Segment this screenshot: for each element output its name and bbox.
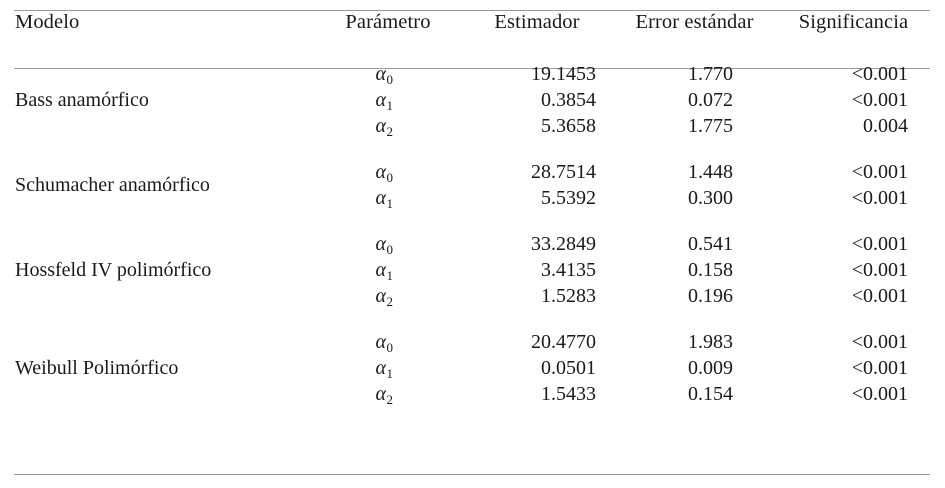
parameter-cell: α1	[314, 88, 462, 114]
table-row: Bass anamórfico α0 19.1453 1.770 <0.001	[14, 62, 930, 112]
estimador-cell: 19.1453	[531, 63, 596, 86]
estimador-cell: 5.5392	[541, 187, 596, 210]
estimador-cell: 0.3854	[541, 89, 596, 112]
table-row: α2 5.3658 1.775 0.004	[14, 114, 930, 140]
estimador-cell: 28.7514	[531, 161, 596, 184]
error-estandar-cell: 1.770	[688, 63, 733, 86]
alpha-symbol: α0	[375, 62, 394, 87]
parameter-cell: α2	[314, 382, 462, 408]
significancia-cell: <0.001	[851, 63, 908, 86]
significancia-cell: <0.001	[851, 331, 908, 354]
alpha-subscript: 1	[386, 195, 394, 211]
alpha-symbol: α2	[375, 382, 394, 407]
table-row: α2 1.5283 0.196 <0.001	[14, 284, 930, 310]
error-estandar-cell: 1.775	[688, 115, 733, 138]
table-row: α1 5.5392 0.300 <0.001	[14, 186, 930, 212]
model-parameters-table: Modelo Parámetro Estimador Error estánda…	[14, 10, 930, 408]
alpha-symbol: α1	[375, 356, 394, 381]
estimador-cell: 0.0501	[541, 357, 596, 380]
parameter-cell: α1	[314, 258, 462, 284]
estimador-cell: 5.3658	[541, 115, 596, 138]
estimador-cell: 1.5283	[541, 285, 596, 308]
alpha-symbol: α1	[375, 186, 394, 211]
group-spacer-row	[14, 45, 930, 62]
significancia-cell: <0.001	[851, 233, 908, 256]
estimador-cell: 1.5433	[541, 383, 596, 406]
significancia-cell: <0.001	[851, 161, 908, 184]
estimador-cell: 33.2849	[531, 233, 596, 256]
column-header-error-estandar: Error estándar	[635, 11, 754, 33]
table-row: Schumacher anamórfico α0 28.7514 1.448 <0.00…	[14, 160, 930, 197]
alpha-symbol: α2	[375, 114, 394, 139]
alpha-subscript: 1	[386, 365, 394, 381]
significancia-cell: <0.001	[851, 89, 908, 112]
parameter-cell: α2	[314, 284, 462, 310]
alpha-symbol: α0	[375, 330, 394, 355]
table-row: Weibull Polimórfico α0 20.4770 1.983 <0.001	[14, 330, 930, 380]
model-name-cell: Bass anamórfico	[15, 89, 149, 112]
column-header-parametro: Parámetro	[345, 11, 431, 33]
alpha-subscript: 2	[386, 123, 394, 139]
table-row: α2 1.5433 0.154 <0.001	[14, 382, 930, 408]
column-header-significancia: Significancia	[798, 11, 909, 33]
alpha-subscript: 0	[386, 71, 394, 87]
significancia-cell: <0.001	[851, 259, 908, 282]
estimador-cell: 3.4135	[541, 259, 596, 282]
table-header-row: Modelo Parámetro Estimador Error estánda…	[14, 10, 930, 45]
table-body: Bass anamórfico α0 19.1453 1.770 <0.001 α1 0.3…	[14, 45, 930, 408]
alpha-subscript: 0	[386, 241, 394, 257]
table-top-rule	[14, 10, 930, 11]
error-estandar-cell: 0.158	[688, 259, 733, 282]
parameter-cell: α1	[314, 356, 462, 382]
table-header: Modelo Parámetro Estimador Error estánda…	[14, 10, 930, 45]
error-estandar-cell: 0.072	[688, 89, 733, 112]
alpha-symbol: α1	[375, 258, 394, 283]
parameter-cell: α0	[314, 62, 462, 88]
table-header-rule	[14, 68, 930, 69]
error-estandar-cell: 0.541	[688, 233, 733, 256]
column-header-estimador: Estimador	[494, 11, 580, 33]
parameter-cell: α0	[314, 232, 462, 258]
alpha-subscript: 2	[386, 391, 394, 407]
table-bottom-rule	[14, 474, 930, 475]
parameter-cell: α0	[314, 160, 462, 186]
parameter-cell: α0	[314, 330, 462, 356]
group-spacer-row	[14, 310, 930, 330]
model-name-cell: Schumacher anamórfico	[15, 174, 210, 197]
column-header-modelo: Modelo	[15, 11, 80, 33]
significancia-cell: <0.001	[851, 357, 908, 380]
alpha-subscript: 1	[386, 97, 394, 113]
estimador-cell: 20.4770	[531, 331, 596, 354]
significancia-cell: 0.004	[863, 115, 908, 138]
table-row: α1 3.4135 0.158 <0.001	[14, 258, 930, 284]
parameter-cell: α1	[314, 186, 462, 212]
alpha-subscript: 0	[386, 169, 394, 185]
error-estandar-cell: 1.448	[688, 161, 733, 184]
table-row: α1 0.3854 0.072 <0.001	[14, 88, 930, 114]
alpha-subscript: 0	[386, 339, 394, 355]
alpha-symbol: α0	[375, 160, 394, 185]
table-row: α1 0.0501 0.009 <0.001	[14, 356, 930, 382]
error-estandar-cell: 0.009	[688, 357, 733, 380]
model-name-cell: Hossfeld IV polimórfico	[15, 259, 212, 282]
significancia-cell: <0.001	[851, 285, 908, 308]
error-estandar-cell: 0.300	[688, 187, 733, 210]
error-estandar-cell: 0.154	[688, 383, 733, 406]
alpha-symbol: α2	[375, 284, 394, 309]
error-estandar-cell: 1.983	[688, 331, 733, 354]
parameter-cell: α2	[314, 114, 462, 140]
group-spacer-row	[14, 140, 930, 160]
alpha-symbol: α0	[375, 232, 394, 257]
alpha-subscript: 2	[386, 293, 394, 309]
alpha-subscript: 1	[386, 267, 394, 283]
significancia-cell: <0.001	[851, 187, 908, 210]
group-spacer-row	[14, 212, 930, 232]
alpha-symbol: α1	[375, 88, 394, 113]
table-row: Hossfeld IV polimórfico α0 33.2849 0.541 <0.…	[14, 232, 930, 282]
significancia-cell: <0.001	[851, 383, 908, 406]
model-name-cell: Weibull Polimórfico	[15, 357, 179, 380]
error-estandar-cell: 0.196	[688, 285, 733, 308]
